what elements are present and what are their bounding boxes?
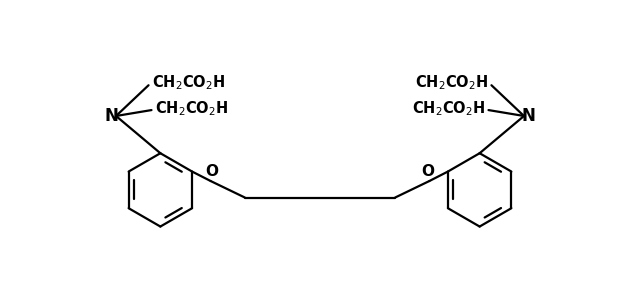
Text: O: O — [422, 164, 435, 179]
Text: N: N — [104, 107, 118, 125]
Text: CH$_2$CO$_2$H: CH$_2$CO$_2$H — [152, 73, 225, 92]
Text: O: O — [205, 164, 218, 179]
Text: CH$_2$CO$_2$H: CH$_2$CO$_2$H — [155, 99, 228, 118]
Text: CH$_2$CO$_2$H: CH$_2$CO$_2$H — [415, 73, 488, 92]
Text: CH$_2$CO$_2$H: CH$_2$CO$_2$H — [412, 99, 485, 118]
Text: N: N — [522, 107, 536, 125]
